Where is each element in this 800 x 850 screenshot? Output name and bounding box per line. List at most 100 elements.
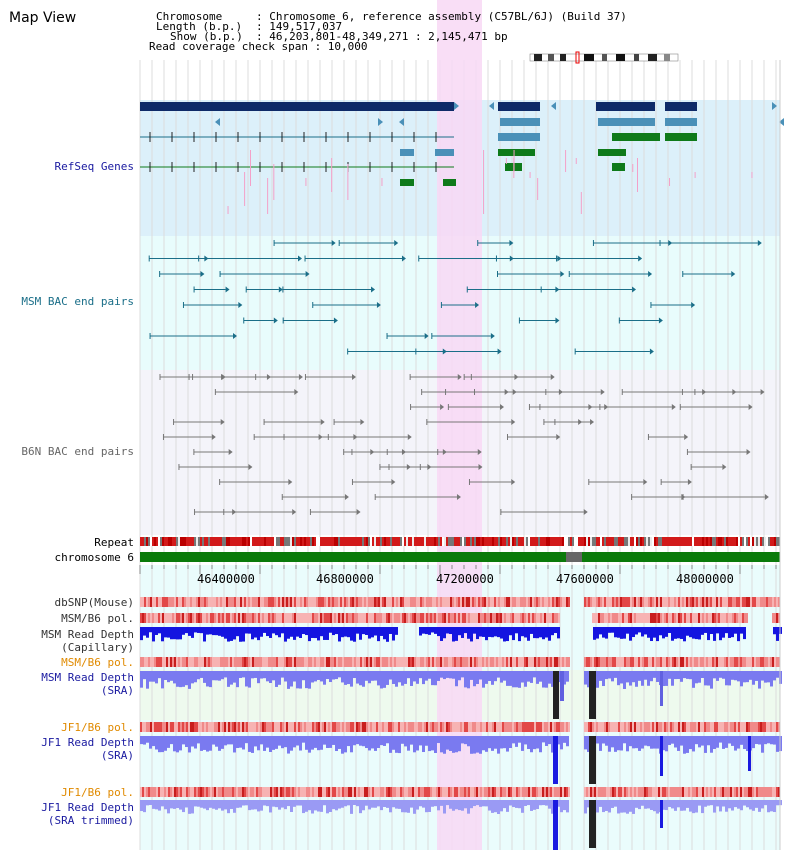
lane-label-dbsnp[interactable]: dbSNP(Mouse) [54, 596, 134, 609]
depth-bar [359, 800, 362, 814]
polymorphism-mark [158, 597, 160, 607]
polymorphism-mark [614, 613, 616, 623]
depth-bar [179, 627, 182, 640]
repeat-mark [198, 537, 200, 546]
strand-arrow [475, 302, 480, 308]
depth-bar [410, 800, 413, 808]
strand-arrow [583, 509, 588, 515]
depth-bar [692, 627, 695, 639]
polymorphism-mark [228, 597, 230, 607]
depth-bar [398, 671, 401, 683]
polymorphism-mark [414, 613, 416, 623]
repeat-mark [526, 537, 528, 546]
repeat-mark [354, 537, 356, 546]
polymorphism-mark [170, 657, 172, 667]
polymorphism-mark [588, 722, 590, 732]
polymorphism-mark [252, 613, 254, 623]
lane-label-msm-b6-pol-2[interactable]: MSM/B6 pol. [61, 656, 134, 669]
depth-bar [464, 627, 467, 634]
strand-arrow [649, 348, 654, 355]
depth-bar [653, 671, 656, 678]
polymorphism-mark [552, 787, 554, 797]
depth-bar [407, 800, 410, 813]
track-label-msm-bac[interactable]: MSM BAC end pairs [21, 295, 134, 308]
polymorphism-mark [664, 787, 666, 797]
polymorphism-mark [674, 787, 676, 797]
polymorphism-mark [394, 657, 396, 667]
repeat-mark [658, 537, 660, 546]
polymorphism-mark [232, 722, 234, 732]
depth-bar [218, 800, 221, 809]
polymorphism-mark [474, 787, 476, 797]
polymorphism-mark [616, 597, 618, 607]
polymorphism-mark [622, 597, 624, 607]
repeat-mark [422, 537, 424, 546]
track-label-b6n-bac[interactable]: B6N BAC end pairs [21, 445, 134, 458]
lane-label-msm-read-depth-capillary[interactable]: MSM Read Depth [41, 628, 134, 641]
depth-bar [566, 800, 569, 813]
depth-bar [677, 627, 680, 639]
polymorphism-mark [614, 597, 616, 607]
polymorphism-mark [296, 613, 298, 623]
polymorphism-mark [408, 613, 410, 623]
repeat-mark [590, 537, 592, 546]
lane-label-jf1-read-depth-trimmed[interactable]: JF1 Read Depth [41, 801, 134, 814]
track-label-repeat[interactable]: Repeat [94, 536, 134, 549]
depth-bar [533, 671, 536, 678]
repeat-mark [368, 537, 370, 546]
depth-bar [623, 671, 626, 689]
polymorphism-mark [398, 787, 400, 797]
polymorphism-mark [598, 657, 600, 667]
depth-bar [737, 671, 740, 682]
polymorphism-mark [642, 657, 644, 667]
polymorphism-mark [408, 597, 410, 607]
repeat-mark [596, 537, 598, 546]
track-label-chromosome[interactable]: chromosome 6 [54, 551, 134, 564]
polymorphism-mark [518, 613, 520, 623]
lane-label-msm-read-depth-sra[interactable]: MSM Read Depth [41, 671, 134, 684]
polymorphism-mark [210, 657, 212, 667]
polymorphism-mark [638, 613, 640, 623]
lane-label-jf1-read-depth-sra[interactable]: JF1 Read Depth [41, 736, 134, 749]
polymorphism-mark [350, 722, 352, 732]
depth-bar [218, 671, 221, 681]
depth-bar [548, 671, 551, 684]
depth-bar [446, 627, 449, 634]
polymorphism-mark [374, 787, 376, 797]
depth-bar [449, 736, 452, 751]
depth-bar [161, 627, 164, 642]
depth-bar [425, 800, 428, 813]
lane-label-jf1-b6-pol-2[interactable]: JF1/B6 pol. [61, 786, 134, 799]
repeat-mark [210, 537, 212, 546]
polymorphism-mark [506, 597, 508, 607]
polymorphism-mark [260, 657, 262, 667]
polymorphism-mark [156, 657, 158, 667]
strand-arrow [200, 271, 205, 277]
polymorphism-mark [434, 613, 436, 623]
depth-bar [326, 736, 329, 749]
polymorphism-mark [584, 787, 586, 797]
polymorphism-mark [282, 613, 284, 623]
polymorphism-mark [208, 613, 210, 623]
depth-bar [653, 736, 656, 749]
lane-label-jf1-b6-pol[interactable]: JF1/B6 pol. [61, 721, 134, 734]
polymorphism-mark [636, 722, 638, 732]
gene-feature [665, 118, 697, 126]
polymorphism-mark [560, 657, 562, 667]
polymorphism-mark [244, 597, 246, 607]
polymorphism-mark [228, 613, 230, 623]
polymorphism-mark [456, 657, 458, 667]
lane-label-msm-b6-pol[interactable]: MSM/B6 pol. [61, 612, 134, 625]
track-label-refseq[interactable]: RefSeq Genes [54, 160, 134, 173]
repeat-mark [528, 537, 530, 546]
depth-bar [722, 627, 725, 638]
polymorphism-mark [760, 657, 762, 667]
polymorphism-mark [770, 787, 772, 797]
depth-spike [589, 736, 596, 784]
polymorphism-mark [226, 787, 228, 797]
polymorphism-mark [492, 597, 494, 607]
polymorphism-mark [712, 613, 714, 623]
polymorphism-mark [280, 597, 282, 607]
polymorphism-mark [150, 787, 152, 797]
